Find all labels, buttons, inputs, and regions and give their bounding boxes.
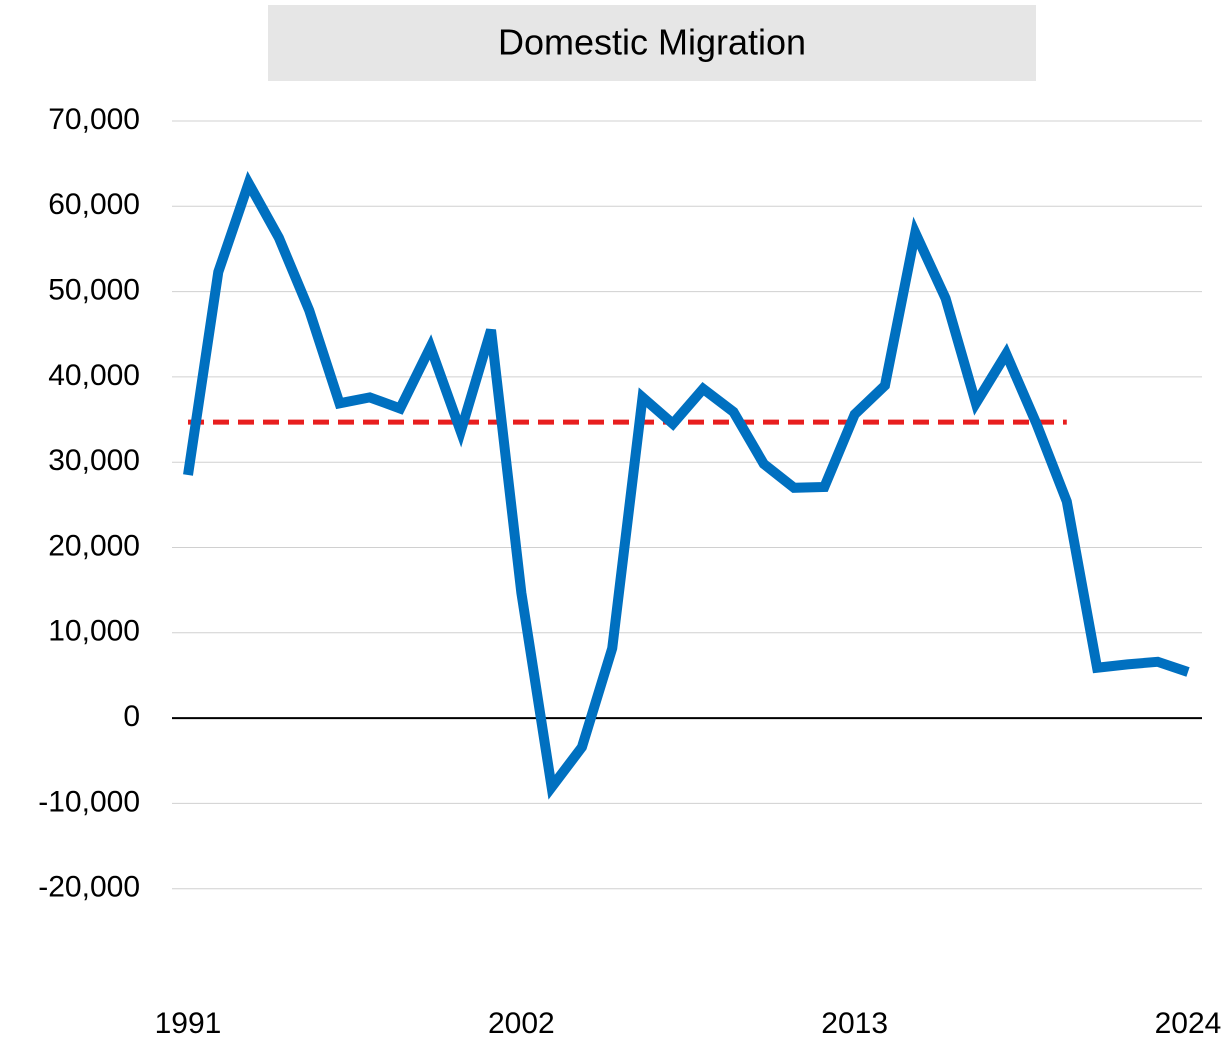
y-tick-label: -20,000 <box>38 871 140 904</box>
y-tick-label: 0 <box>123 700 140 733</box>
y-tick-label: 40,000 <box>48 359 140 392</box>
x-tick-label: 1991 <box>155 1007 222 1040</box>
x-tick-label: 2024 <box>1155 1007 1222 1040</box>
y-tick-label: 60,000 <box>48 188 140 221</box>
chart-title: Domestic Migration <box>498 22 806 63</box>
data-line <box>183 170 1190 800</box>
y-tick-label: 50,000 <box>48 274 140 307</box>
y-tick-label: 70,000 <box>48 103 140 136</box>
y-tick-label: 30,000 <box>48 444 140 477</box>
x-tick-label: 2002 <box>488 1007 555 1040</box>
title-box <box>268 5 1036 81</box>
y-tick-label: 10,000 <box>48 615 140 648</box>
x-tick-label: 2013 <box>821 1007 888 1040</box>
y-tick-label: -10,000 <box>38 785 140 818</box>
y-tick-label: 20,000 <box>48 529 140 562</box>
